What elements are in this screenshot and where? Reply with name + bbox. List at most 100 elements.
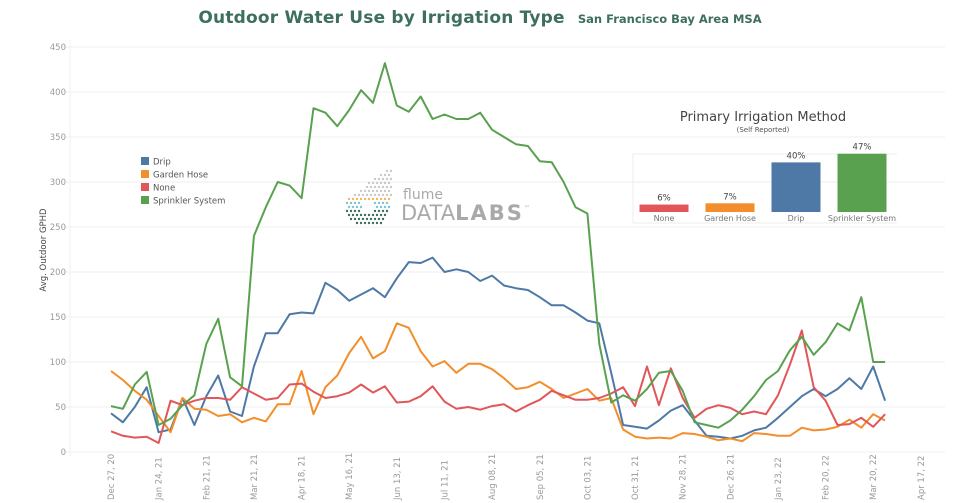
logo-dot xyxy=(377,217,381,221)
x-tick-label: Jan 24, 21 xyxy=(155,457,165,501)
logo-dot xyxy=(363,197,367,201)
logo-dot xyxy=(367,213,371,217)
logo-dot xyxy=(379,213,383,217)
logo-dot xyxy=(387,173,391,177)
logo-dot xyxy=(367,197,371,201)
legend-label[interactable]: Garden Hose xyxy=(153,171,208,181)
line-series xyxy=(110,62,887,444)
logo-dot xyxy=(369,217,373,221)
series-line-garden-hose[interactable] xyxy=(110,322,886,443)
logo-dot xyxy=(389,177,393,181)
logo-dot xyxy=(375,189,379,193)
logo-dot xyxy=(377,209,381,213)
legend-label[interactable]: Sprinkler System xyxy=(153,197,225,207)
inset-category-label: Garden Hose xyxy=(704,214,756,223)
logo-dot xyxy=(357,217,361,221)
x-tick-label: Feb 21, 21 xyxy=(202,455,212,500)
inset-bar-value-label: 7% xyxy=(723,192,737,202)
series-line-drip[interactable] xyxy=(110,256,887,440)
inset-bar-sprinkler-system[interactable] xyxy=(837,153,887,212)
inset-title: Primary Irrigation Method xyxy=(680,110,846,125)
logo-dot xyxy=(383,173,387,177)
logo-dot xyxy=(379,189,383,193)
logo-dot xyxy=(375,221,379,225)
inset-bar-garden-hose[interactable] xyxy=(705,203,755,212)
inset-bar-drip[interactable] xyxy=(771,162,821,212)
series-line-sprinkler-system[interactable] xyxy=(110,62,886,429)
logo-dot xyxy=(357,201,361,205)
logo-dot xyxy=(377,201,381,205)
y-tick-label: 400 xyxy=(50,88,66,98)
chart-subtitle: San Francisco Bay Area MSA xyxy=(577,12,762,26)
x-tick-label: Apr 18, 21 xyxy=(298,456,308,500)
logo-dot xyxy=(373,201,377,205)
x-tick-label: Dec 27, 20 xyxy=(107,454,117,500)
logo-dot xyxy=(347,213,351,217)
logo-dot xyxy=(363,221,367,225)
legend-swatch xyxy=(141,157,149,165)
x-tick-label: Oct 03, 21 xyxy=(583,456,593,500)
logo-dot xyxy=(361,217,365,221)
logo-dot xyxy=(365,185,369,189)
logo-dot xyxy=(367,189,371,193)
logo-dot xyxy=(347,205,351,209)
logo-dot xyxy=(387,181,391,185)
logo-dot xyxy=(363,213,367,217)
y-tick-label: 0 xyxy=(61,448,66,458)
legend-label[interactable]: None xyxy=(153,184,175,194)
inset-category-label: Sprinkler System xyxy=(828,214,896,223)
x-tick-label: Sep 05, 21 xyxy=(536,454,546,500)
x-tick-label: Apr 17, 22 xyxy=(917,456,927,500)
logo-dot xyxy=(373,185,377,189)
logo-dot xyxy=(355,221,359,225)
logo-dot xyxy=(373,217,377,221)
legend-swatch xyxy=(141,196,149,204)
inset-category-label: Drip xyxy=(788,214,805,223)
x-tick-label: Mar 21, 21 xyxy=(250,454,260,500)
logo-dot xyxy=(363,189,367,193)
logo-dot xyxy=(355,197,359,201)
logo-dot xyxy=(389,185,393,189)
logo-dot xyxy=(387,189,391,193)
logo-dot xyxy=(389,169,393,173)
inset-bar-value-label: 6% xyxy=(657,194,671,204)
logo-dot xyxy=(385,185,389,189)
logo-dot xyxy=(381,177,385,181)
inset-bar-value-label: 47% xyxy=(853,143,872,153)
x-tick-label: Jul 11, 21 xyxy=(440,460,450,501)
x-tick-label: Feb 20, 22 xyxy=(822,455,832,500)
y-tick-label: 100 xyxy=(50,358,66,368)
y-tick-label: 50 xyxy=(55,403,66,413)
logo-dot xyxy=(385,177,389,181)
logo-dot xyxy=(351,205,355,209)
logo-dot xyxy=(371,213,375,217)
logo-dot xyxy=(379,173,383,177)
logo-dot xyxy=(371,181,375,185)
x-tick-label: Nov 28, 21 xyxy=(679,454,689,500)
logo-dot xyxy=(371,197,375,201)
logo-dot xyxy=(349,217,353,221)
logo-dot xyxy=(387,205,391,209)
logo-text-datalabs: DATALABS™ xyxy=(401,201,530,225)
logo-dot xyxy=(345,209,349,213)
legend-label[interactable]: Drip xyxy=(153,158,171,168)
logo-dot xyxy=(369,193,373,197)
chart-title: Outdoor Water Use by Irrigation Type xyxy=(198,8,565,28)
inset-bar-none[interactable] xyxy=(639,204,689,212)
logo-dot xyxy=(377,177,381,181)
inset-bars: 6% None 7% Garden Hose 40% Drip 47% Sprinkler S… xyxy=(639,143,896,223)
x-tick-label: Jan 23, 22 xyxy=(774,457,784,501)
logo-dot xyxy=(381,185,385,189)
logo-dot xyxy=(371,221,375,225)
logo-dot xyxy=(357,193,361,197)
logo-dot xyxy=(383,181,387,185)
logo-dot xyxy=(375,181,379,185)
x-axis-ticks: Dec 27, 20 Jan 24, 21 Feb 21, 21 Mar 21, 21… xyxy=(107,453,927,501)
y-axis-label: Avg. Outdoor GPHD xyxy=(39,208,49,292)
logo-dot xyxy=(369,185,373,189)
logo-dot xyxy=(387,197,391,201)
logo-dot xyxy=(375,213,379,217)
series-line-none[interactable] xyxy=(110,329,886,444)
logo-dot xyxy=(379,181,383,185)
